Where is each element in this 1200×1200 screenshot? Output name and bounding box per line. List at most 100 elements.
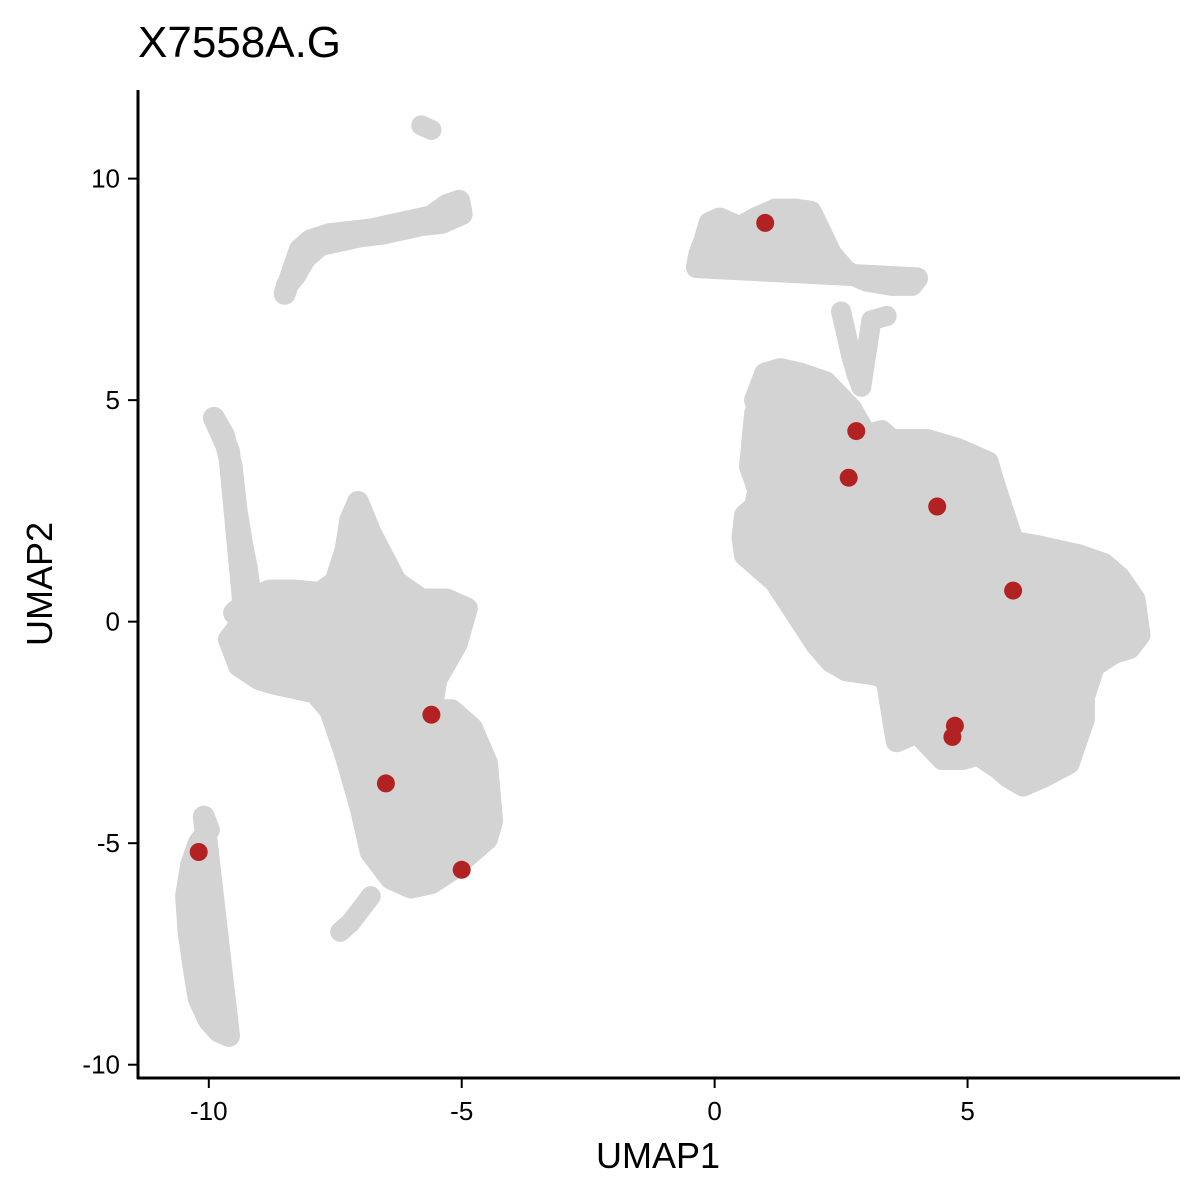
background-cell-point <box>947 438 968 459</box>
background-cell-point <box>750 421 771 442</box>
background-cell-point <box>808 217 829 238</box>
background-cell-point <box>335 744 356 765</box>
background-cell-point <box>1094 554 1115 575</box>
background-cell-point <box>805 611 826 632</box>
highlighted-cell-point <box>839 468 858 487</box>
background-cell-point <box>745 403 766 424</box>
y-tick-label: 0 <box>106 607 120 637</box>
background-cell-point <box>1028 536 1049 557</box>
background-cell-point <box>866 664 887 685</box>
background-cell-point <box>785 602 806 623</box>
highlighted-cell-point <box>452 860 471 879</box>
y-tick-label: -5 <box>97 828 120 858</box>
highlighted-cell-point <box>1004 581 1023 600</box>
background-cell-point <box>694 230 715 251</box>
background-cell-point <box>805 633 826 654</box>
highlighted-cell-point <box>943 727 962 746</box>
background-cell-point <box>348 492 368 512</box>
background-cell-point <box>229 616 250 637</box>
background-cell-point <box>477 828 497 849</box>
background-cell-point <box>226 500 247 521</box>
background-cell-point <box>831 301 852 322</box>
background-cell-point <box>886 731 907 752</box>
background-cell-point <box>770 359 791 380</box>
background-cell-point <box>765 199 786 220</box>
y-tick-label: 10 <box>91 164 120 194</box>
background-cell-point <box>932 749 953 769</box>
background-cell-point <box>277 274 298 295</box>
background-cell-point <box>755 363 776 384</box>
background-cell-point <box>178 921 199 942</box>
background-cell-point <box>360 886 381 907</box>
background-cell-point <box>732 527 753 548</box>
x-tick-label: -10 <box>190 1096 228 1126</box>
background-cell-point <box>982 469 1003 490</box>
background-cell-point <box>401 877 422 898</box>
background-cell-point <box>482 811 503 831</box>
background-cell-point <box>264 673 285 694</box>
background-cell-point <box>785 199 806 220</box>
background-cell-point <box>249 633 270 654</box>
background-cell-point <box>790 363 811 384</box>
background-cell-point <box>1073 687 1094 707</box>
background-cell-point <box>219 441 239 462</box>
background-cell-point <box>411 215 432 236</box>
background-cell-point <box>231 531 252 552</box>
background-cell-point <box>750 558 771 579</box>
background-cell-point <box>841 399 862 419</box>
background-cell-point <box>340 509 361 530</box>
background-cell-point <box>456 598 477 619</box>
background-cell-point <box>815 372 836 393</box>
background-cell-point <box>221 456 242 477</box>
highlighted-cell-point <box>847 422 866 441</box>
background-cell-point <box>176 886 197 907</box>
background-cell-point <box>821 243 841 264</box>
background-cell-point <box>360 523 381 543</box>
background-cell-point <box>841 345 862 366</box>
background-cell-point <box>836 323 857 344</box>
highlighted-cell-point <box>928 497 947 516</box>
background-cell-point <box>219 1025 239 1046</box>
background-cell-point <box>320 700 341 721</box>
x-axis-ticks: -10 -5 0 5 <box>190 1078 975 1126</box>
background-cell-point <box>380 868 401 889</box>
highlighted-cell-point <box>422 705 441 724</box>
background-cell-point <box>729 217 750 238</box>
background-cell-point <box>249 669 270 690</box>
x-tick-label: -5 <box>450 1096 473 1126</box>
y-axis-ticks: -10 -5 0 5 10 <box>82 164 138 1080</box>
background-cell-point <box>745 496 766 517</box>
background-cell-point <box>740 456 760 477</box>
y-axis-label: UMAP2 <box>19 522 60 646</box>
background-cell-point <box>790 585 811 606</box>
background-cell-point <box>350 797 371 818</box>
background-cell-point <box>441 700 462 721</box>
background-cell-point <box>1033 766 1054 787</box>
background-cell-point <box>360 842 381 862</box>
background-cell-point <box>876 306 897 326</box>
background-cell-point <box>421 119 442 140</box>
x-tick-label: 0 <box>707 1096 721 1126</box>
background-cell-point <box>310 235 331 256</box>
background-cell-point <box>881 274 902 295</box>
background-cell-point <box>967 744 988 765</box>
background-cell-point <box>330 230 351 251</box>
y-tick-label: 5 <box>106 385 120 415</box>
background-cell-point <box>800 201 821 222</box>
background-cell-point <box>1068 545 1089 566</box>
background-cell-point <box>214 425 234 446</box>
background-cell-point <box>1048 540 1069 561</box>
background-cell-point <box>735 545 755 566</box>
background-cell-point <box>310 582 331 603</box>
background-cell-point <box>335 540 356 561</box>
y-tick-label: -10 <box>82 1050 120 1080</box>
background-cell-point <box>259 580 280 601</box>
background-cell-point <box>861 310 882 331</box>
background-cell-point <box>836 261 857 282</box>
background-cell-point <box>183 957 204 978</box>
background-cell-point <box>917 430 938 450</box>
background-cell-point <box>952 749 973 769</box>
background-cell-point <box>765 571 786 592</box>
highlighted-cell-point <box>756 213 775 232</box>
